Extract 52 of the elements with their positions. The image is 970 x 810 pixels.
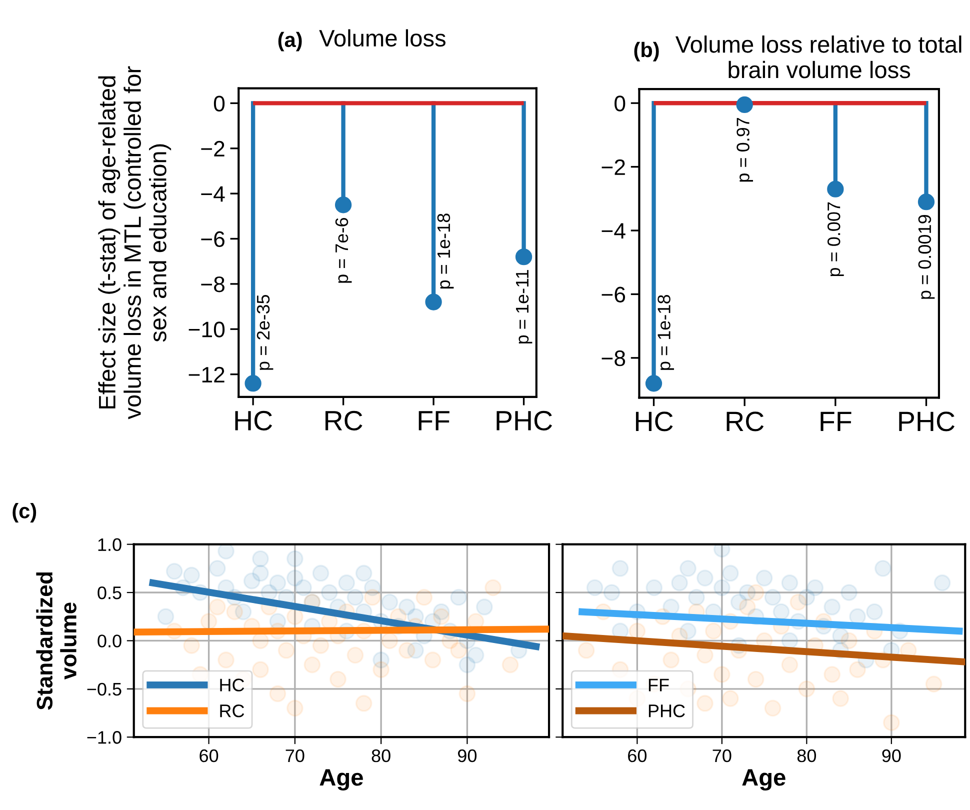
legend-label: RC (220, 704, 244, 718)
x-tick-label: FF (418, 411, 450, 430)
x-tick-label: FF (820, 412, 852, 432)
y-tick-label: 0.0 (98, 634, 122, 648)
x-tick-label: HC (636, 412, 673, 432)
y-tick-label: −8 (201, 276, 224, 292)
annotation: p = 1e-11 (516, 270, 532, 344)
annotation: p = 7e-6 (335, 218, 352, 283)
x-tick-label: 60 (628, 749, 647, 762)
chart-title: (c) (12, 503, 36, 522)
y-tick-label: 0 (614, 96, 626, 112)
x-axis-title: Age (320, 769, 363, 791)
x-tick-label: 70 (712, 749, 732, 762)
y-tick-label: −12 (188, 366, 224, 382)
annotation: p = 2e-35 (256, 294, 274, 370)
chart-title: (a) Volume loss (278, 29, 446, 52)
x-tick-label: 70 (286, 749, 304, 762)
x-tick-label: 90 (458, 749, 477, 762)
annotation: p = 0.007 (827, 202, 844, 276)
y-tick-label: −8 (602, 350, 626, 366)
chart-title: (b) Volume loss relative to total brain volume loss (634, 35, 962, 78)
y-tick-label: −4 (201, 186, 225, 202)
annotation: p = 0.0019 (918, 215, 935, 299)
legend-label: PHC (648, 704, 685, 718)
y-tick-label: −2 (201, 140, 224, 156)
annotation: p = 0.97 (736, 118, 754, 182)
x-tick-label: PHC (496, 410, 552, 430)
x-tick-label: 90 (882, 749, 901, 762)
y-tick-label: −2 (602, 159, 625, 175)
y-tick-label: −10 (188, 322, 225, 338)
y-tick-label: −0.5 (87, 682, 122, 696)
x-tick-label: PHC (899, 412, 955, 432)
y-tick-label: 0 (214, 96, 225, 112)
x-tick-label: 80 (797, 749, 816, 762)
y-tick-label: −6 (201, 231, 224, 248)
x-tick-label: HC (235, 410, 272, 430)
legend-label: HC (220, 678, 244, 692)
y-axis-title: Effect size (t-stat) of age-related volume loss in MTL (controlled for sex and education) (98, 66, 172, 420)
y-tick-label: −4 (602, 223, 626, 239)
x-axis-title: Age (742, 769, 786, 791)
x-tick-label: 80 (372, 749, 390, 762)
legend-label: FF (648, 678, 669, 692)
y-axis-title: Standardized volume (36, 572, 76, 710)
x-tick-label: RC (326, 410, 362, 430)
y-tick-label: −1.0 (87, 731, 122, 744)
y-tick-label: 0.5 (98, 586, 122, 600)
x-tick-label: 60 (200, 749, 218, 762)
annotation: p = 1e-18 (658, 295, 674, 370)
annotation: p = 1e-18 (437, 214, 454, 289)
y-tick-label: 1.0 (98, 538, 122, 552)
y-tick-label: −6 (602, 286, 626, 302)
x-tick-label: RC (726, 412, 764, 432)
